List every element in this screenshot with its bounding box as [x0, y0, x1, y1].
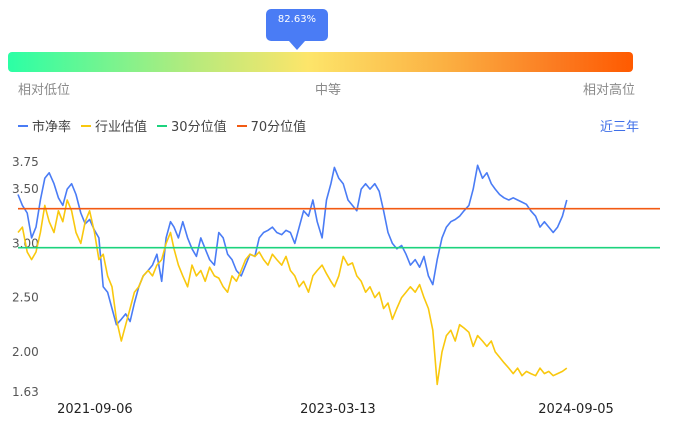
legend-swatch [157, 124, 168, 127]
gauge-high-label: 相对高位 [583, 83, 636, 98]
y-tick-label: 2.50 [12, 291, 39, 305]
gauge-low-label: 相对低位 [18, 83, 71, 98]
valuation-gauge-bar [8, 52, 633, 72]
percentile-tooltip: 82.63% [266, 9, 328, 50]
legend-swatch [81, 124, 92, 127]
series-line [17, 164, 568, 326]
legend-label: 市净率 [32, 120, 72, 135]
legend-item-p30[interactable]: 30分位值 [157, 116, 227, 135]
legend-swatch [18, 124, 28, 127]
legend-swatch [236, 124, 247, 127]
y-tick-label: 2.00 [12, 345, 39, 359]
chart-legend: 市净率 行业估值 30分位值 70分位值 [18, 116, 310, 135]
legend-label: 30分位值 [171, 120, 227, 135]
x-tick-label: 2023-03-13 [300, 402, 376, 417]
legend-item-industry[interactable]: 行业估值 [81, 116, 147, 135]
tooltip-text: 82.63% [277, 14, 317, 25]
legend-label: 70分位值 [250, 120, 307, 135]
y-tick-label: 3.50 [12, 182, 39, 196]
x-tick-label: 2021-09-06 [57, 402, 133, 417]
gauge-mid-label: 中等 [315, 83, 342, 98]
x-tick-label: 2024-09-05 [538, 402, 614, 417]
legend-label: 行业估值 [95, 120, 148, 135]
series-line [17, 199, 568, 386]
range-three-years-button[interactable]: 近三年 [600, 120, 640, 135]
legend-item-pb[interactable]: 市净率 [18, 116, 71, 135]
legend-item-p70[interactable]: 70分位值 [236, 116, 307, 135]
y-tick-label: 1.63 [12, 385, 39, 399]
y-tick-label: 3.75 [12, 155, 39, 169]
